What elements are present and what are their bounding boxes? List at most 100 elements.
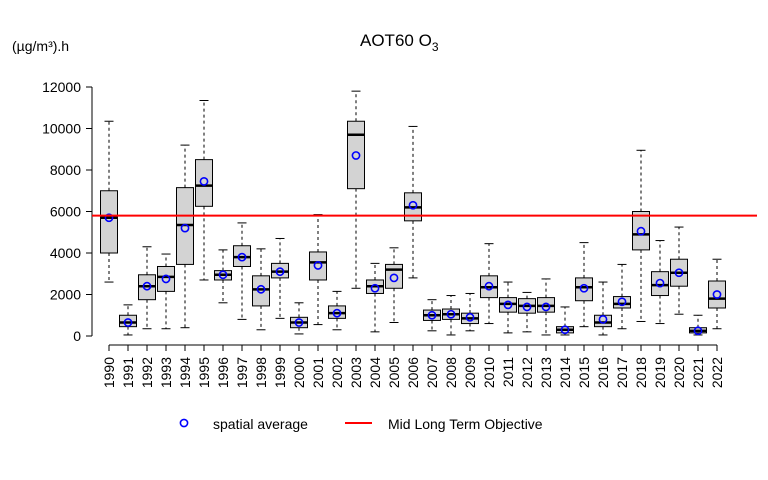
box-2006	[404, 125, 422, 279]
box-2002	[328, 290, 346, 331]
spatial-average-point	[218, 270, 228, 280]
box-iqr	[252, 275, 270, 307]
box-iqr	[632, 211, 650, 251]
spatial-average-point	[541, 302, 551, 312]
box-2011	[499, 281, 517, 334]
box-iqr	[347, 120, 365, 190]
x-tick-label: 2016	[595, 357, 611, 388]
y-tick-label: 2000	[50, 287, 81, 303]
spatial-average-point	[389, 273, 399, 283]
box-2018	[632, 149, 650, 322]
box-2009	[461, 292, 479, 332]
spatial-average-point	[674, 268, 684, 278]
spatial-average-point	[503, 300, 513, 310]
box-1995	[195, 99, 213, 281]
spatial-average-point	[560, 325, 570, 335]
spatial-average-point	[427, 310, 437, 320]
box-2012	[518, 291, 536, 333]
chart-title-text: AOT60 O3	[360, 31, 439, 54]
x-tick-label: 1992	[139, 357, 155, 388]
y-tick-label: 10000	[42, 121, 81, 137]
legend-label-spatial-average: spatial average	[213, 416, 308, 432]
box-2020	[670, 226, 688, 315]
box-iqr	[594, 314, 612, 328]
box-2004	[366, 262, 384, 333]
x-tick-label: 2010	[481, 357, 497, 388]
legend-marker-spatial-average	[179, 418, 189, 428]
spatial-average-point	[104, 213, 114, 223]
x-tick-label: 2012	[519, 357, 535, 388]
title-main: AOT60 O	[360, 31, 432, 50]
spatial-average-point	[237, 252, 247, 262]
x-tick-label: 2011	[500, 357, 516, 387]
box-iqr	[195, 159, 213, 207]
x-tick-label: 2004	[367, 357, 383, 388]
box-iqr	[157, 265, 175, 292]
x-tick-label: 2008	[443, 357, 459, 388]
spatial-average-point	[712, 290, 722, 299]
box-iqr	[613, 296, 631, 309]
spatial-average-point	[332, 308, 342, 318]
x-tick-label: 2007	[424, 357, 440, 388]
x-tick-label: 1996	[215, 357, 231, 388]
spatial-average-point	[636, 226, 646, 236]
spatial-average-point	[446, 309, 456, 319]
box-iqr	[385, 263, 403, 289]
spatial-average-point	[617, 297, 627, 307]
box-2008	[442, 295, 460, 336]
box-1993	[157, 253, 175, 330]
spatial-average-point	[655, 278, 665, 288]
spatial-average-point	[351, 151, 361, 160]
spatial-average-point	[180, 223, 190, 233]
box-1991	[119, 304, 137, 336]
x-tick-label: 1998	[253, 357, 269, 388]
spatial-average-point	[123, 318, 133, 327]
x-tick-label: 2022	[709, 357, 725, 388]
spatial-average-point	[598, 314, 608, 324]
spatial-average-point	[484, 281, 494, 291]
x-axis: 1990 1991 1992 1993 1994 1995 1996 1997 1998 1999…	[101, 344, 725, 388]
box-2000	[290, 302, 308, 335]
x-tick-label: 2015	[576, 357, 592, 388]
box-iqr	[651, 271, 669, 297]
x-tick-label: 2002	[329, 357, 345, 388]
box-iqr	[575, 277, 593, 302]
x-tick-label: 2000	[291, 357, 307, 388]
x-tick-label: 1995	[196, 357, 212, 388]
x-tick-label: 1999	[272, 357, 288, 388]
x-tick-label: 1991	[120, 357, 136, 388]
box-1996	[214, 249, 232, 304]
chart-title: AOT60 O3	[360, 31, 439, 54]
box-1997	[233, 222, 251, 320]
spatial-average-point	[294, 318, 304, 327]
spatial-average-point	[408, 200, 418, 210]
x-tick-label: 2021	[690, 357, 706, 388]
box-2005	[385, 247, 403, 324]
spatial-average-point	[142, 281, 152, 291]
spatial-average-point	[313, 261, 323, 270]
x-tick-label: 2020	[671, 357, 687, 388]
box-2019	[651, 240, 669, 325]
box-1992	[138, 246, 156, 330]
box-2010	[480, 243, 498, 325]
spatial-average-point	[579, 283, 589, 293]
x-tick-label: 2003	[348, 357, 364, 388]
box-2003	[347, 90, 365, 289]
x-tick-label: 2009	[462, 357, 478, 388]
x-tick-label: 1997	[234, 357, 250, 388]
box-iqr	[309, 251, 327, 281]
title-subscript: 3	[432, 40, 439, 54]
x-tick-label: 1990	[101, 357, 117, 388]
spatial-average-point	[256, 284, 266, 294]
spatial-average-point	[370, 283, 380, 293]
x-tick-label: 1994	[177, 357, 193, 388]
x-tick-label: 2017	[614, 357, 630, 388]
y-tick-label: 4000	[50, 245, 81, 261]
spatial-average-point	[199, 177, 209, 186]
box-2016	[594, 281, 612, 336]
boxplot-series	[100, 90, 726, 336]
x-tick-label: 2006	[405, 357, 421, 388]
box-1994	[176, 144, 194, 329]
y-axis: 0 2000 4000 6000 8000 10000 12000	[42, 79, 93, 344]
